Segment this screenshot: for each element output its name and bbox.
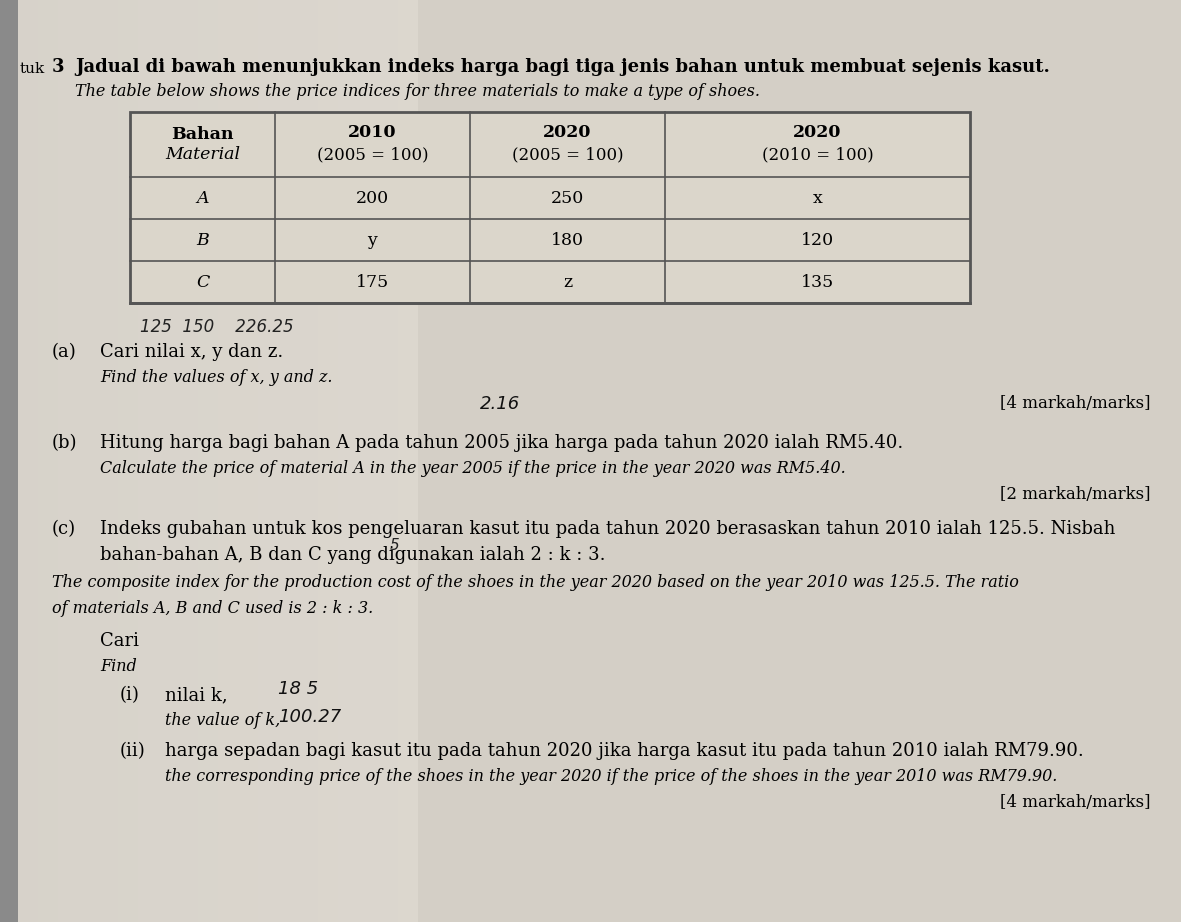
Text: Hitung harga bagi bahan A pada tahun 2005 jika harga pada tahun 2020 ialah RM5.4: Hitung harga bagi bahan A pada tahun 200… — [100, 434, 903, 452]
Bar — [130, 112, 970, 303]
Text: 250: 250 — [550, 190, 585, 207]
Text: 2010: 2010 — [348, 124, 397, 141]
Text: 2.16: 2.16 — [479, 395, 520, 413]
Text: nilai k,: nilai k, — [165, 686, 228, 704]
Text: 180: 180 — [552, 231, 583, 249]
Bar — [78, 0, 98, 922]
Text: harga sepadan bagi kasut itu pada tahun 2020 jika harga kasut itu pada tahun 201: harga sepadan bagi kasut itu pada tahun … — [165, 742, 1084, 760]
Text: (2010 = 100): (2010 = 100) — [762, 146, 874, 163]
Bar — [118, 0, 138, 922]
Bar — [378, 0, 398, 922]
Text: 18 5: 18 5 — [278, 680, 318, 698]
Bar — [98, 0, 118, 922]
Text: (i): (i) — [120, 686, 139, 704]
Text: Material: Material — [165, 146, 240, 163]
Bar — [198, 0, 218, 922]
Bar — [130, 112, 970, 303]
Bar — [338, 0, 358, 922]
Text: 135: 135 — [801, 274, 834, 290]
Text: The composite index for the production cost of the shoes in the year 2020 based : The composite index for the production c… — [52, 574, 1019, 591]
Text: z: z — [563, 274, 572, 290]
Text: Cari: Cari — [100, 632, 139, 650]
Text: [4 markah/marks]: [4 markah/marks] — [999, 794, 1150, 811]
Text: the corresponding price of the shoes in the year 2020 if the price of the shoes : the corresponding price of the shoes in … — [165, 768, 1057, 785]
Text: A: A — [196, 190, 209, 207]
Text: (b): (b) — [52, 434, 78, 452]
Text: B: B — [196, 231, 209, 249]
Text: (ii): (ii) — [120, 742, 145, 760]
Text: Cari nilai x, y dan z.: Cari nilai x, y dan z. — [100, 343, 283, 361]
Bar — [138, 0, 158, 922]
Text: Jadual di bawah menunjukkan indeks harga bagi tiga jenis bahan untuk membuat sej: Jadual di bawah menunjukkan indeks harga… — [76, 58, 1050, 76]
Text: Find: Find — [100, 658, 137, 675]
Text: 120: 120 — [801, 231, 834, 249]
Bar — [18, 0, 38, 922]
Text: (2005 = 100): (2005 = 100) — [511, 146, 624, 163]
Text: (a): (a) — [52, 343, 77, 361]
Text: (2005 = 100): (2005 = 100) — [317, 146, 429, 163]
Text: Find the values of x, y and z.: Find the values of x, y and z. — [100, 369, 333, 386]
Text: bahan-bahan A, B dan C yang digunakan ialah 2 : k : 3.: bahan-bahan A, B dan C yang digunakan ia… — [100, 546, 606, 564]
Text: C: C — [196, 274, 209, 290]
Text: x: x — [813, 190, 822, 207]
Bar — [38, 0, 58, 922]
Bar — [178, 0, 198, 922]
Bar — [218, 0, 239, 922]
Text: of materials A, B and C used is 2 : k : 3.: of materials A, B and C used is 2 : k : … — [52, 600, 373, 617]
Text: [2 markah/marks]: [2 markah/marks] — [999, 486, 1150, 503]
Text: 175: 175 — [355, 274, 389, 290]
Bar — [58, 0, 78, 922]
Bar — [358, 0, 378, 922]
Bar — [298, 0, 318, 922]
Text: y: y — [367, 231, 378, 249]
Text: 100.27: 100.27 — [278, 708, 341, 726]
Text: the value of k,: the value of k, — [165, 712, 280, 729]
Text: 125  150    226.25: 125 150 226.25 — [141, 318, 294, 336]
Text: tuk: tuk — [20, 62, 45, 76]
Text: Indeks gubahan untuk kos pengeluaran kasut itu pada tahun 2020 berasaskan tahun : Indeks gubahan untuk kos pengeluaran kas… — [100, 520, 1115, 538]
Text: The table below shows the price indices for three materials to make a type of sh: The table below shows the price indices … — [76, 83, 761, 100]
Bar — [158, 0, 178, 922]
Bar — [398, 0, 418, 922]
Text: 200: 200 — [355, 190, 389, 207]
Text: 2020: 2020 — [543, 124, 592, 141]
Bar — [318, 0, 338, 922]
Bar — [239, 0, 257, 922]
Bar — [278, 0, 298, 922]
Text: 2020: 2020 — [794, 124, 842, 141]
Text: Bahan: Bahan — [171, 126, 234, 143]
Text: Calculate the price of material A in the year 2005 if the price in the year 2020: Calculate the price of material A in the… — [100, 460, 846, 477]
Bar — [0, 0, 18, 922]
Text: 3: 3 — [52, 58, 65, 76]
Text: (c): (c) — [52, 520, 76, 538]
Bar — [257, 0, 278, 922]
Text: [4 markah/marks]: [4 markah/marks] — [999, 395, 1150, 412]
Text: 5: 5 — [390, 538, 399, 553]
